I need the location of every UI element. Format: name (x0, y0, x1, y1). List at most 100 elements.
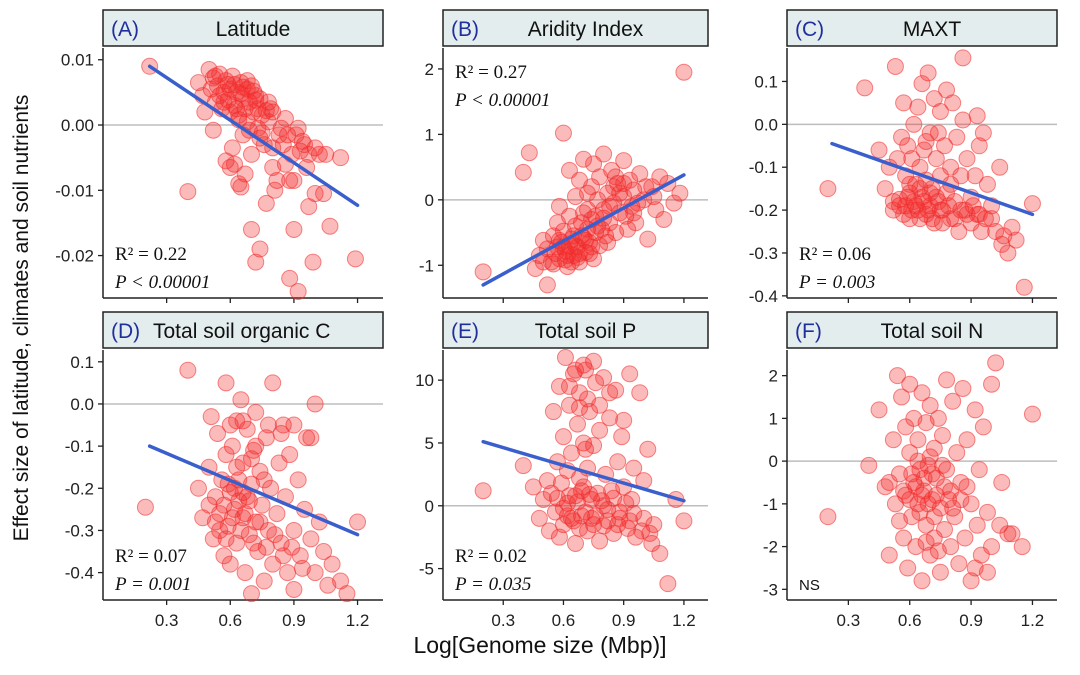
data-point (221, 158, 239, 176)
data-point (956, 529, 974, 547)
data-point (983, 375, 1001, 393)
y-tick-label: -0.4 (749, 287, 778, 306)
data-point (221, 555, 239, 573)
data-point (234, 412, 252, 430)
data-point (591, 532, 609, 550)
y-tick-label: 0 (769, 452, 778, 471)
data-point (895, 529, 913, 547)
data-point (268, 172, 286, 190)
y-tick-label: -5 (419, 560, 434, 579)
data-point (577, 503, 595, 521)
x-tick-label: 0.6 (552, 611, 576, 630)
y-tick-label: 0.1 (754, 72, 778, 91)
data-point (1023, 195, 1041, 213)
data-point (870, 401, 888, 419)
data-point (921, 448, 939, 466)
data-point (247, 437, 265, 455)
data-point (621, 365, 639, 383)
y-tick-label: 1 (769, 409, 778, 428)
data-point (266, 526, 284, 544)
data-point (936, 478, 953, 496)
data-point (925, 439, 943, 457)
data-point (306, 564, 324, 582)
panel-title: Total soil P (535, 320, 637, 343)
data-point (1023, 405, 1041, 423)
data-point (200, 496, 218, 514)
data-point (993, 473, 1011, 491)
data-point (575, 150, 593, 168)
data-point (659, 575, 677, 593)
data-point (591, 421, 609, 439)
panel-title: MAXT (903, 18, 962, 41)
data-point (819, 180, 837, 198)
data-point (601, 409, 619, 427)
data-point (346, 250, 364, 268)
data-point (319, 576, 337, 594)
data-point (917, 132, 935, 150)
data-point (927, 188, 945, 206)
data-point (944, 94, 962, 112)
panel-letter: (F) (795, 320, 822, 343)
data-point (925, 508, 943, 526)
data-point (215, 547, 233, 565)
data-point (257, 102, 275, 120)
panel-header (786, 9, 1058, 47)
data-point (929, 409, 947, 427)
data-point (544, 403, 562, 421)
data-point (893, 128, 911, 146)
data-point (972, 223, 990, 241)
data-point (338, 585, 356, 603)
data-point (560, 396, 578, 414)
data-point (639, 440, 657, 458)
data-point (281, 269, 299, 287)
data-point (579, 201, 597, 219)
x-tick-label: 0.9 (612, 611, 636, 630)
data-point (238, 420, 256, 438)
data-point (276, 109, 294, 127)
stats-text: R² = 0.27 (455, 62, 527, 83)
data-point (285, 580, 303, 598)
y-tick-label: -0.2 (65, 479, 94, 498)
data-point (571, 519, 589, 537)
data-point (306, 139, 324, 157)
data-point (819, 508, 837, 526)
data-point (242, 220, 260, 238)
data-point (595, 145, 613, 163)
data-point (950, 223, 968, 241)
data-point (625, 459, 643, 477)
data-point (895, 205, 913, 223)
x-tick-label: 1.2 (672, 611, 696, 630)
data-point (217, 530, 235, 548)
data-point (950, 555, 968, 573)
data-point (983, 538, 1001, 556)
data-point (349, 513, 367, 531)
data-point (302, 530, 320, 548)
data-point (567, 361, 584, 379)
data-point (242, 450, 260, 468)
data-point (615, 174, 633, 192)
data-point (968, 516, 986, 534)
y-tick-label: -0.2 (749, 201, 778, 220)
data-point (550, 377, 568, 395)
data-point (635, 509, 653, 527)
data-point (315, 185, 333, 203)
data-point (886, 57, 904, 75)
panel-letter: (C) (795, 18, 824, 41)
data-point (675, 63, 693, 81)
data-point (206, 513, 224, 531)
data-point (675, 512, 693, 530)
data-point (876, 180, 894, 198)
y-tick-label: 0.01 (61, 51, 94, 70)
data-point (615, 152, 633, 170)
data-point (974, 418, 992, 436)
data-point (560, 377, 578, 395)
data-point (583, 238, 601, 256)
data-point (232, 178, 250, 196)
x-tick-label: 0.3 (155, 611, 179, 630)
regression-line (147, 64, 360, 208)
data-point (206, 67, 224, 85)
data-point (306, 395, 324, 413)
data-point (948, 444, 966, 462)
data-point (247, 403, 265, 421)
data-point (514, 163, 532, 181)
